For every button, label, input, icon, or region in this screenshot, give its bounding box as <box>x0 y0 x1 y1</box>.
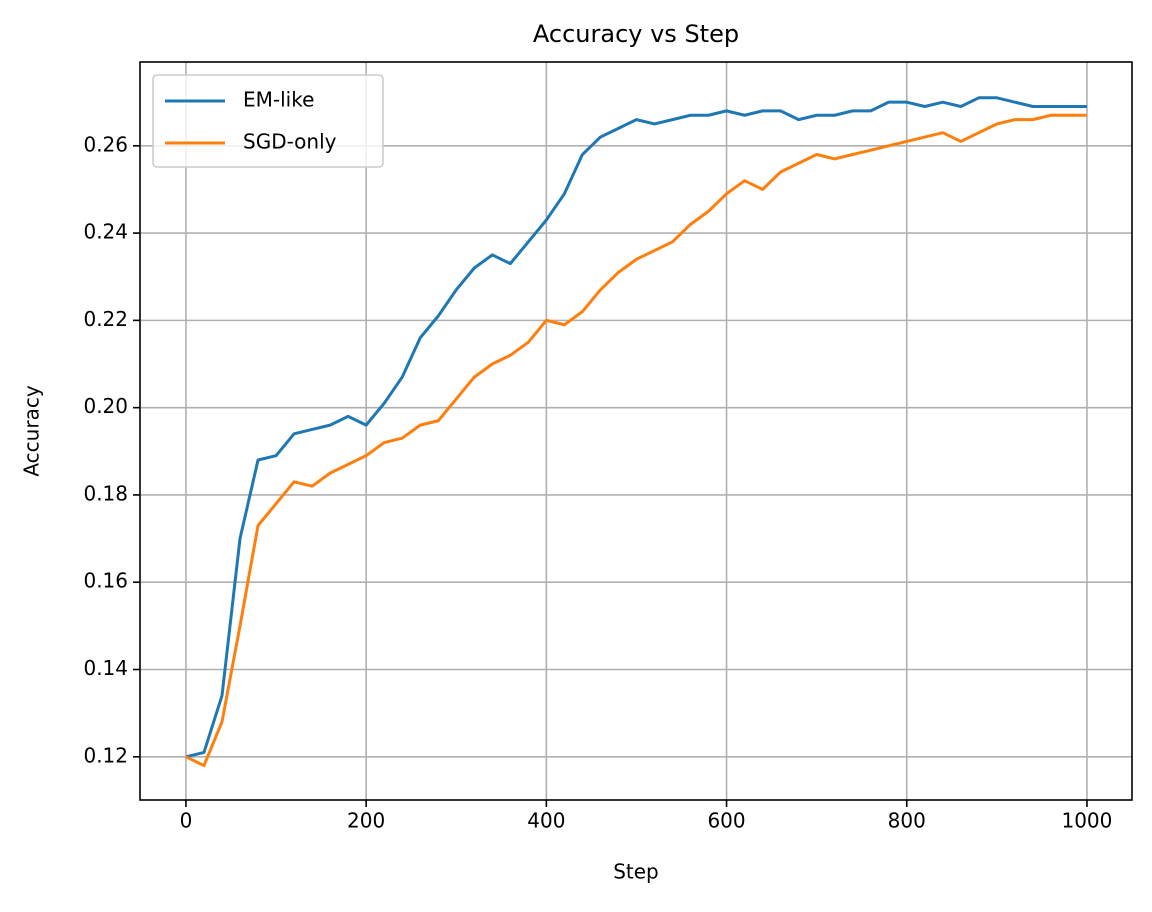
y-tick-label: 0.20 <box>83 394 128 418</box>
legend-label: SGD-only <box>243 130 337 154</box>
x-tick-label: 600 <box>707 809 745 833</box>
x-tick-label: 1000 <box>1061 809 1112 833</box>
plot-frame <box>139 61 1133 801</box>
line-series <box>185 96 1087 759</box>
x-tick-label: 400 <box>527 809 565 833</box>
y-tick-label: 0.24 <box>83 220 128 244</box>
y-tick-label: 0.16 <box>83 569 128 593</box>
y-tick-label: 0.12 <box>83 743 128 767</box>
x-tick-label: 200 <box>347 809 385 833</box>
y-tick-label: 0.26 <box>83 132 128 156</box>
y-axis-label: Accuracy <box>20 385 44 476</box>
y-tick-label: 0.22 <box>83 307 128 331</box>
y-tick-label: 0.14 <box>83 656 128 680</box>
x-axis-label: Step <box>613 860 659 884</box>
y-tick-label: 0.18 <box>83 481 128 505</box>
x-tick-label: 0 <box>180 809 193 833</box>
chart-title: Accuracy vs Step <box>533 20 739 48</box>
x-tick-label: 800 <box>888 809 926 833</box>
line-series <box>185 113 1087 768</box>
legend-label: EM-like <box>243 88 314 112</box>
